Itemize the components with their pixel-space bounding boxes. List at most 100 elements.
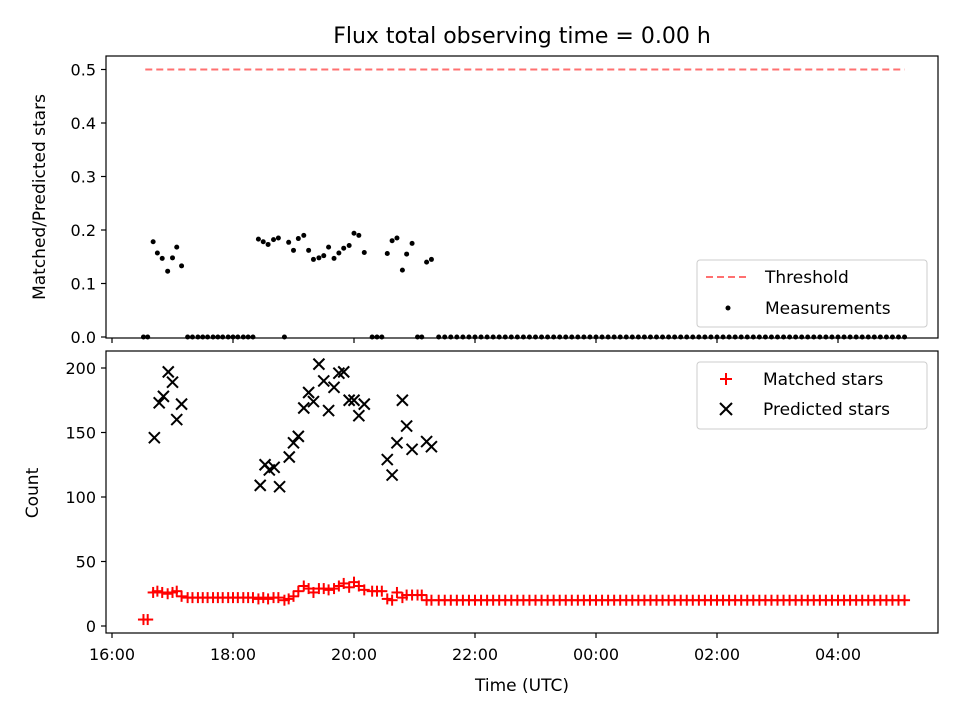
measurement-point [271, 237, 277, 243]
measurement-point [551, 334, 557, 340]
predicted-star-point [405, 443, 419, 456]
matched-star-point [252, 593, 264, 605]
x-tick-label: 22:00 [452, 645, 498, 664]
x-tick-label: 16:00 [89, 645, 135, 664]
predicted-star-point [400, 419, 413, 433]
measurement-point [823, 334, 829, 340]
measurement-point [220, 334, 226, 340]
predicted-star-point [327, 381, 341, 394]
matched-star-point [323, 584, 335, 596]
predicted-legend-label: Predicted stars [763, 400, 890, 420]
measurement-point [235, 334, 241, 340]
measurement-point [756, 334, 762, 340]
matched-star-point [292, 585, 304, 597]
measurement-point [310, 256, 316, 262]
ratio-panel-y-ticks: 0.0 0.1 0.2 0.3 0.4 0.5 [71, 61, 106, 347]
measurement-point [145, 334, 151, 340]
matched-star-point [162, 588, 174, 600]
count-y-tick-label: 50 [76, 553, 96, 572]
measurement-point [159, 255, 165, 261]
measurement-point [174, 244, 180, 250]
measurement-point [200, 334, 206, 340]
count-legend-box [696, 361, 928, 430]
measurement-point [811, 334, 817, 340]
measurement-point [672, 334, 678, 340]
measurement-point [545, 334, 551, 340]
measurement-point [179, 263, 185, 269]
x-tick-label: 02:00 [694, 645, 740, 664]
predicted-star-point [425, 440, 438, 453]
measurement-point [883, 334, 889, 340]
predicted-star-point [385, 468, 399, 482]
measurement-point [496, 334, 502, 340]
measurement-point [281, 334, 287, 340]
matched-star-point [283, 593, 295, 605]
measurement-point [379, 334, 385, 340]
measurement-point [415, 334, 421, 340]
matched-legend-swatch [720, 373, 732, 385]
measurement-point [316, 255, 322, 261]
matched-star-point [416, 589, 428, 601]
matched-legend-label: Matched stars [763, 370, 883, 390]
measurement-point [853, 334, 859, 340]
measurement-point [448, 334, 454, 340]
ratio-panel-x-ticks [111, 338, 839, 343]
predicted-star-point [337, 365, 350, 379]
measurement-point [409, 240, 415, 246]
measurement-point [394, 235, 400, 241]
count-panel: 16:00 18:00 20:00 22:00 00:00 02:00 04:00 0 50 1… [23, 350, 939, 696]
ratio-legend: Threshold Measurements [696, 259, 928, 328]
predicted-star-point [254, 479, 267, 492]
predicted-stars-layer [148, 357, 438, 493]
measurement-point [454, 334, 460, 340]
measurement-point [787, 334, 793, 340]
measurement-point [841, 334, 847, 340]
measurement-point [170, 255, 175, 261]
measurement-point [569, 334, 575, 340]
measurement-point [635, 334, 641, 340]
measurement-point [321, 253, 327, 259]
matched-star-point [176, 590, 188, 602]
predicted-star-point [292, 430, 305, 443]
predicted-star-point [342, 394, 356, 407]
predicted-star-point [307, 395, 320, 408]
measurements-legend-swatch [725, 305, 731, 311]
count-panel-x-ticks: 16:00 18:00 20:00 22:00 00:00 02:00 04:00 [89, 633, 861, 664]
matched-star-point [288, 590, 299, 602]
predicted-star-point [157, 390, 170, 403]
matched-star-point [376, 585, 388, 597]
ratio-y-tick-label: 0.1 [71, 275, 96, 294]
measurement-point [654, 334, 659, 340]
matched-star-point [298, 580, 310, 592]
measurement-point [539, 334, 545, 340]
predicted-star-point [396, 394, 409, 407]
matched-star-point [386, 594, 398, 606]
measurement-point [666, 334, 672, 340]
matched-star-point [257, 592, 269, 604]
predicted-star-point [352, 409, 366, 422]
measurement-point [889, 334, 895, 340]
measurement-point [326, 244, 332, 250]
measurement-point [215, 334, 221, 340]
predicted-star-point [287, 436, 300, 450]
ratio-y-tick-label: 0.4 [71, 114, 96, 133]
measurement-point [750, 334, 756, 340]
count-y-tick-label: 200 [65, 359, 96, 378]
measurement-point [260, 239, 266, 245]
measurement-point [714, 334, 720, 340]
ratio-y-axis-label: Matched/Predicted stars [30, 94, 50, 300]
measurement-point [384, 251, 390, 257]
measurement-point [835, 334, 841, 340]
measurement-point [336, 250, 342, 256]
predicted-star-point [283, 450, 296, 464]
measurement-point [150, 239, 156, 245]
measurement-point [696, 334, 702, 340]
measurement-point [563, 334, 569, 340]
measurement-point [526, 334, 532, 340]
predicted-star-point [267, 461, 281, 474]
measurement-point [581, 334, 587, 340]
measurements-legend-label: Measurements [765, 299, 891, 319]
measurement-point [351, 230, 357, 236]
ratio-legend-box [696, 259, 928, 328]
measurement-point [859, 334, 865, 340]
